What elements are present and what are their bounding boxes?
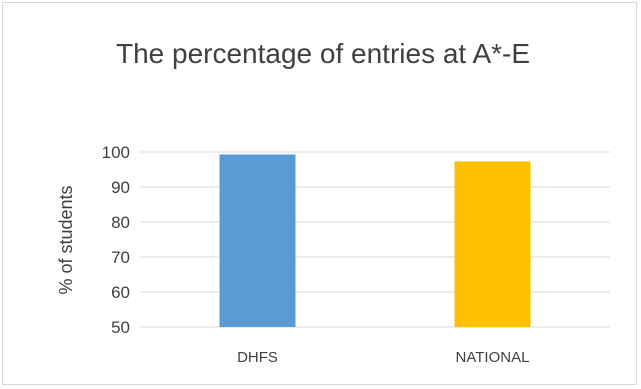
chart-title: The percentage of entries at A*-E: [115, 38, 531, 69]
x-axis-categories: DHFS NATIONAL: [237, 349, 529, 366]
y-tick-label: 50: [111, 318, 130, 337]
y-axis-ticks: 50 60 70 80 90 100: [102, 143, 130, 337]
y-axis-label: % of students: [56, 185, 76, 294]
bar-dhfs: [219, 154, 296, 327]
gridlines: [140, 151, 610, 328]
bars: [219, 154, 531, 327]
y-tick-label: 70: [111, 248, 130, 267]
y-tick-label: 80: [111, 213, 130, 232]
y-tick-label: 60: [111, 283, 130, 302]
bar-national: [454, 161, 531, 327]
y-tick-label: 100: [102, 143, 130, 162]
chart-frame: The percentage of entries at A*-E: [2, 2, 637, 385]
y-tick-label: 90: [111, 178, 130, 197]
x-category-label: NATIONAL: [456, 349, 530, 366]
x-category-label: DHFS: [237, 349, 278, 366]
